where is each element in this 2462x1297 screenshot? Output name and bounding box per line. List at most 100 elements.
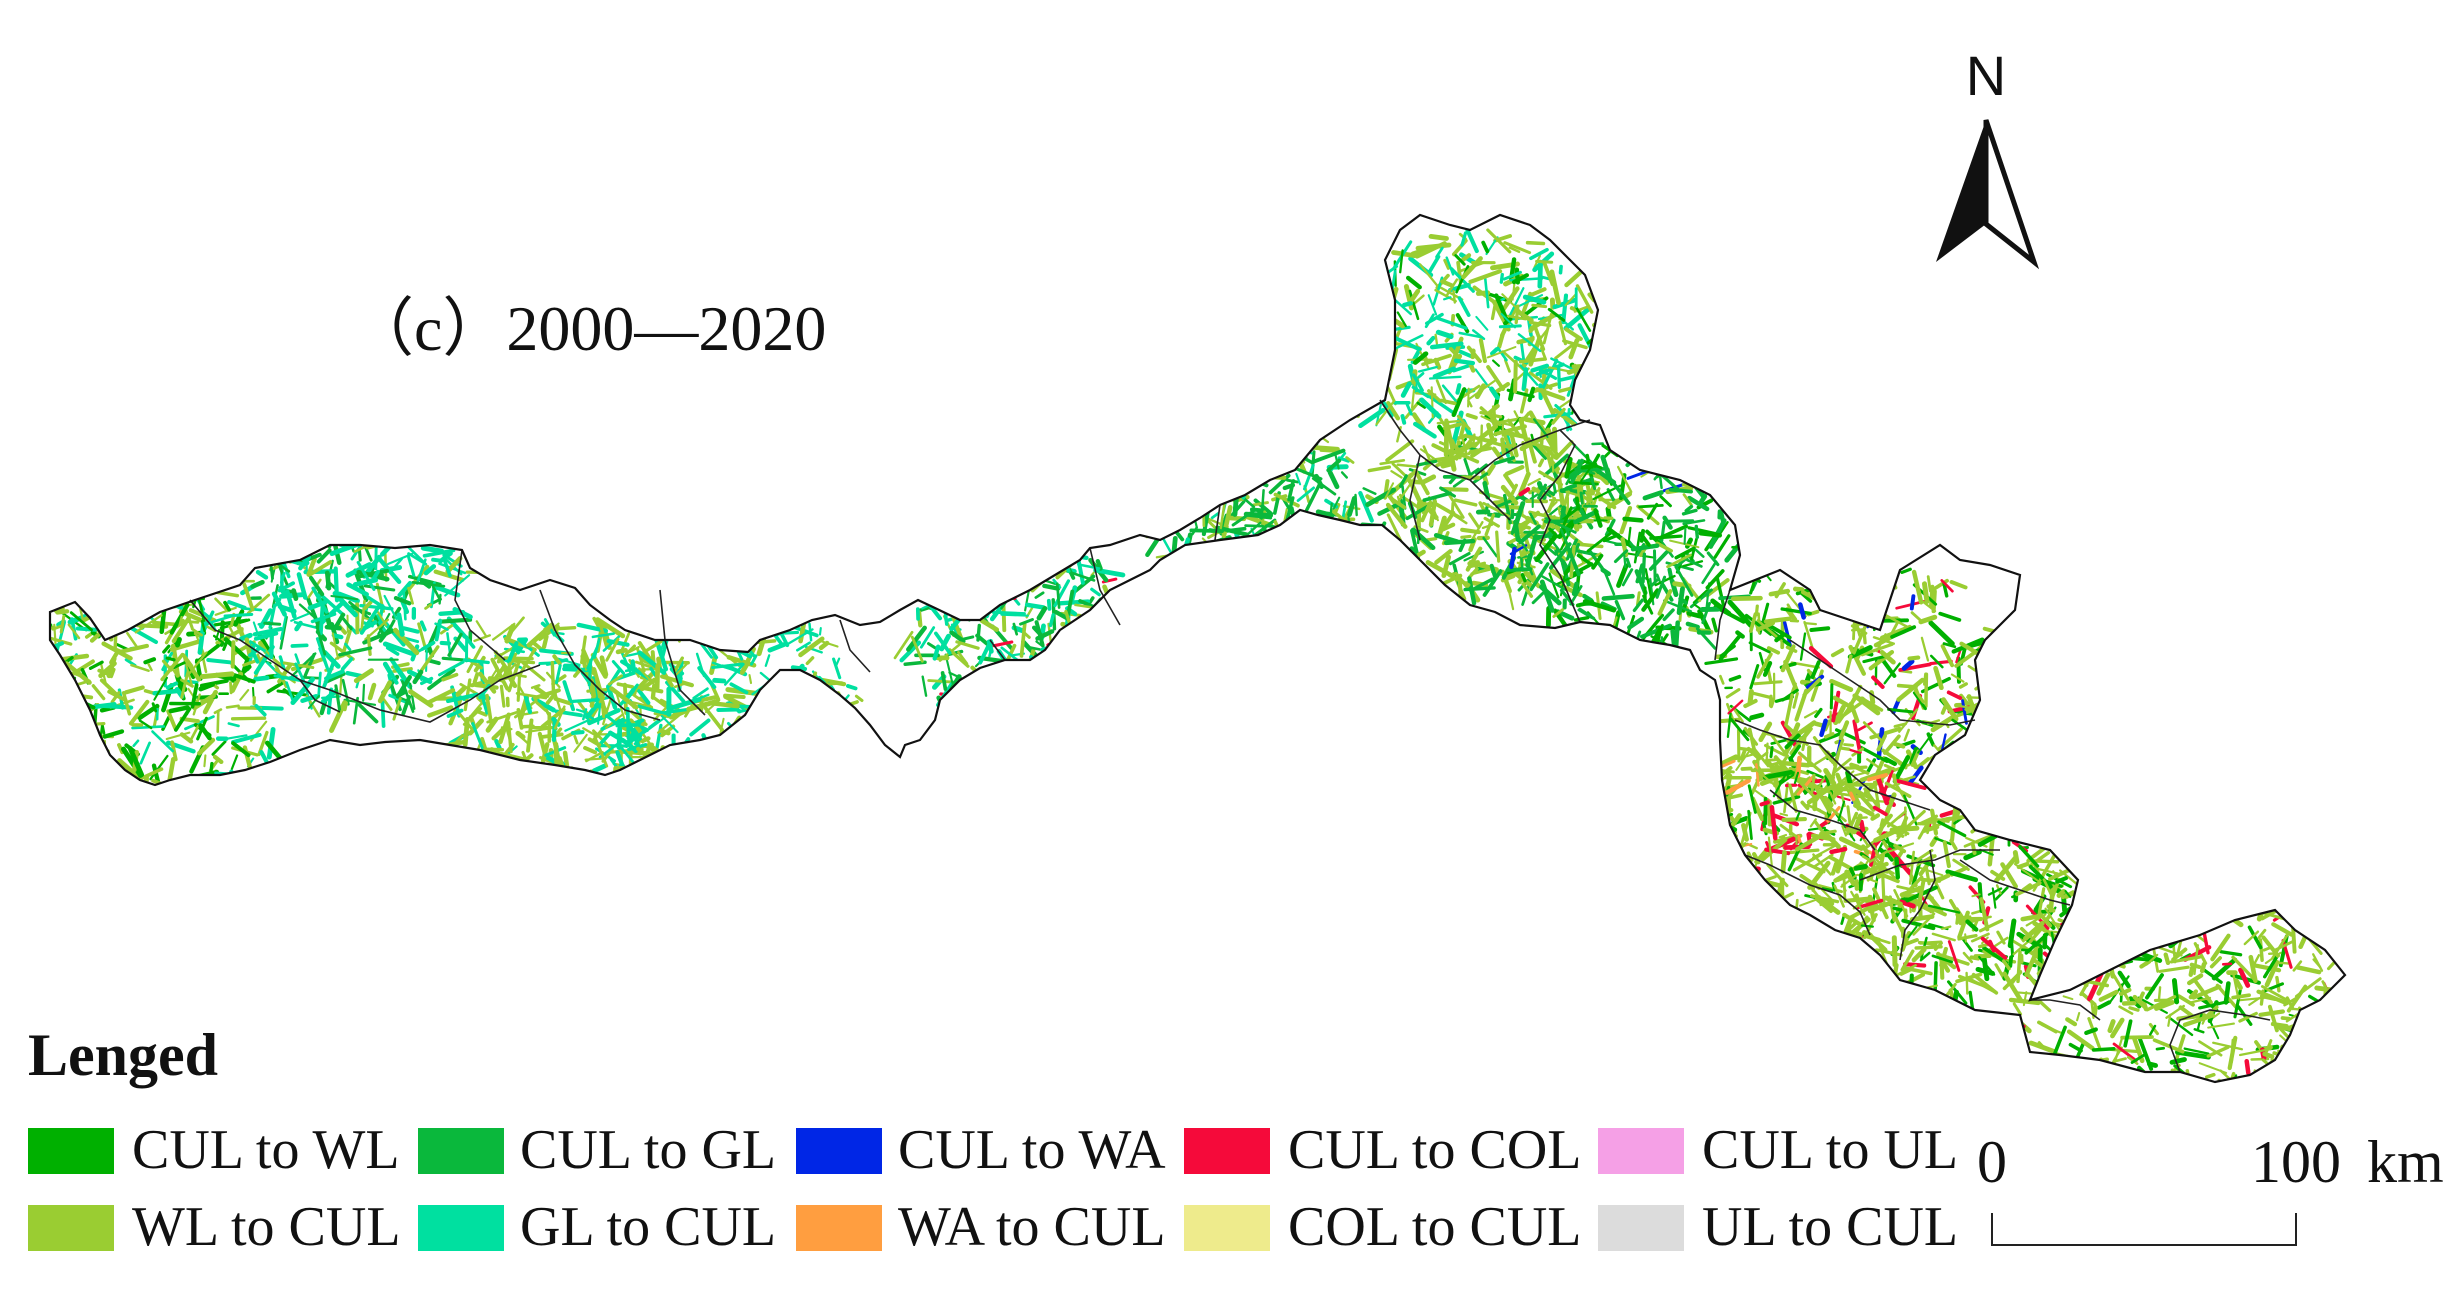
change-patch	[1057, 725, 1073, 751]
change-patch	[525, 774, 554, 782]
change-patch	[1422, 491, 1452, 502]
change-patch	[968, 718, 985, 723]
change-patch	[1756, 652, 1773, 679]
change-patch	[1743, 726, 1759, 746]
change-patch	[2270, 1067, 2291, 1082]
change-patch	[1453, 498, 1478, 507]
change-patch	[973, 551, 991, 560]
change-patch	[1047, 697, 1057, 711]
change-patch	[1685, 456, 1696, 466]
change-patch	[2002, 971, 2023, 1003]
change-patch	[1899, 899, 1916, 909]
change-patch	[2155, 1046, 2166, 1051]
change-patch	[1014, 574, 1029, 590]
change-patch	[1183, 503, 1196, 513]
change-patch	[1926, 732, 1935, 747]
change-patch	[109, 606, 117, 615]
change-patch	[976, 575, 995, 592]
change-patch	[1704, 765, 1719, 785]
change-patch	[2231, 955, 2257, 982]
change-patch	[1743, 536, 1760, 541]
change-patch	[1931, 932, 1956, 942]
change-patch	[2261, 935, 2280, 958]
change-patch	[2028, 1040, 2058, 1055]
change-patch	[1575, 496, 1581, 511]
change-patch	[615, 647, 628, 655]
change-patch	[119, 590, 152, 610]
change-patch	[755, 606, 765, 612]
change-patch	[2073, 1078, 2089, 1082]
change-patch	[725, 810, 730, 823]
change-patch	[575, 708, 586, 714]
change-patch	[455, 686, 467, 697]
change-patch	[577, 783, 586, 796]
change-patch	[581, 769, 593, 784]
change-patch	[1486, 422, 1495, 442]
change-patch	[1355, 343, 1367, 348]
change-patch	[657, 784, 670, 812]
change-patch	[1891, 911, 1908, 940]
change-patch	[1341, 334, 1359, 338]
change-patch	[1625, 557, 1632, 568]
change-patch	[1519, 432, 1552, 452]
change-patch	[2265, 1074, 2278, 1081]
change-patch	[1949, 838, 1958, 851]
change-patch	[466, 645, 484, 674]
change-patch	[2277, 1056, 2294, 1073]
change-patch	[2106, 935, 2141, 953]
change-patch	[176, 780, 193, 792]
change-patch	[1214, 464, 1248, 473]
change-patch	[2168, 902, 2177, 915]
change-patch	[298, 536, 308, 551]
change-patch	[2314, 1027, 2335, 1052]
change-patch	[1853, 771, 1866, 777]
change-patch	[1271, 432, 1289, 440]
change-patch	[1264, 529, 1286, 541]
change-patch	[2259, 993, 2278, 1002]
change-patch	[149, 754, 169, 781]
change-patch	[1346, 370, 1362, 390]
change-patch	[492, 758, 513, 764]
change-patch	[1186, 472, 1198, 492]
change-patch	[2105, 873, 2116, 888]
change-patch	[2264, 959, 2280, 988]
change-patch	[1448, 551, 1471, 566]
change-patch	[2197, 1098, 2216, 1107]
change-patch	[2242, 1103, 2253, 1117]
change-patch	[2309, 1063, 2325, 1075]
change-patch	[1482, 480, 1491, 500]
change-patch	[1202, 485, 1213, 494]
change-patch	[1823, 897, 1835, 906]
change-patch	[50, 701, 52, 724]
change-patch	[1592, 364, 1598, 388]
change-patch	[759, 612, 769, 630]
change-patch	[1191, 456, 1210, 464]
change-patch	[1719, 674, 1725, 685]
change-patch	[1590, 358, 1612, 363]
change-patch	[1926, 575, 1932, 593]
change-patch	[2124, 863, 2130, 882]
change-patch	[686, 698, 720, 712]
change-patch	[1264, 449, 1276, 455]
change-patch	[1036, 605, 1048, 621]
change-patch	[1735, 750, 1751, 771]
change-patch	[1694, 524, 1700, 539]
change-patch	[139, 741, 151, 765]
change-patch	[107, 588, 113, 602]
change-patch	[1229, 416, 1237, 430]
change-patch	[1627, 526, 1632, 545]
change-patch	[1601, 593, 1635, 601]
change-patch	[2124, 869, 2149, 897]
legend-label: COL to CUL	[1288, 1196, 1581, 1258]
change-patch	[1971, 972, 1999, 995]
change-patch	[2072, 930, 2084, 946]
change-patch	[1977, 833, 1998, 847]
change-patch	[1685, 621, 1700, 630]
change-patch	[1922, 581, 1930, 604]
change-patch	[1343, 384, 1347, 418]
change-patch	[1859, 767, 1892, 783]
change-patch	[1748, 641, 1771, 654]
change-patch	[633, 609, 654, 617]
change-patch	[1856, 569, 1865, 598]
change-patch	[2202, 968, 2223, 984]
